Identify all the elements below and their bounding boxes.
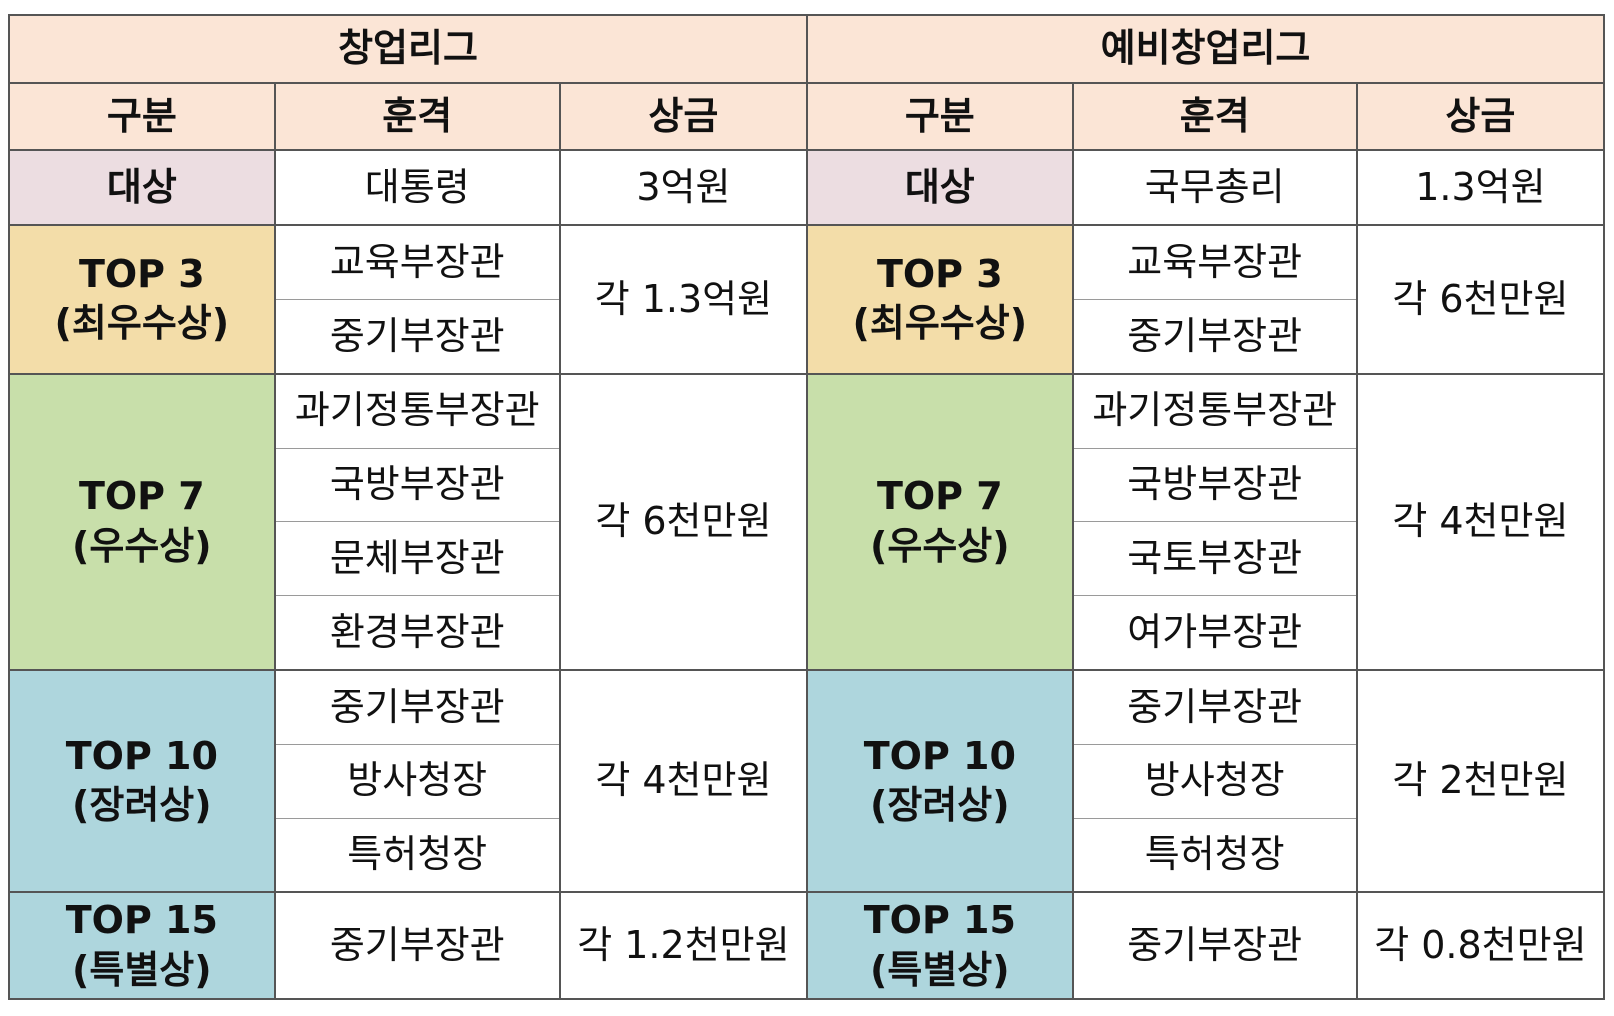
category-grand: 대상: [805, 149, 1074, 227]
col-header-category: 구분: [805, 81, 1074, 152]
prize-cell: 3억원: [558, 149, 808, 227]
category-top3: TOP 3 (최우수상): [805, 224, 1074, 375]
column-header-row: 구분 훈격 상금 구분 훈격 상금: [8, 81, 1606, 152]
prize-cell: 각 2천만원: [1355, 668, 1606, 894]
prize-cell: 각 6천만원: [1355, 224, 1606, 375]
prize-cell: 각 6천만원: [558, 372, 808, 671]
category-top7: TOP 7 (우수상): [805, 372, 1074, 671]
prize-cell: 각 1.3억원: [558, 224, 808, 375]
table-row-top10: 특허청장 특허청장: [9, 817, 1604, 894]
category-top10: TOP 10 (장려상): [805, 668, 1074, 894]
honor-cell: 교육부장관: [1071, 224, 1358, 300]
category-top15: TOP 15 (특별상): [805, 891, 1074, 1000]
honor-cell: 중기부장관: [273, 891, 561, 1000]
honor-cell: 특허청장: [1071, 817, 1358, 894]
category-top10: TOP 10 (장려상): [8, 668, 276, 894]
honor-cell: 방사청장: [273, 743, 561, 819]
col-header-honor: 훈격: [273, 81, 561, 152]
category-top3: TOP 3 (최우수상): [8, 224, 276, 375]
table-row-top10: TOP 10 (장려상) 중기부장관 각 4천만원 TOP 10 (장려상) 중…: [8, 668, 1606, 894]
honor-cell: 중기부장관: [1071, 298, 1358, 375]
col-header-category: 구분: [8, 81, 276, 152]
table-row-top3: TOP 3 (최우수상) 교육부장관 각 1.3억원 TOP 3 (최우수상) …: [8, 224, 1606, 375]
prize-cell: 각 0.8천만원: [1355, 891, 1606, 1000]
honor-cell: 국방부장관: [273, 447, 561, 523]
honor-cell: 중기부장관: [273, 668, 561, 745]
table-row-top7: 환경부장관 여가부장관: [9, 595, 1604, 671]
honor-cell: 중기부장관: [273, 298, 561, 375]
table-row-grand: 대상 대통령 3억원 대상 국무총리 1.3억원: [8, 149, 1606, 227]
honor-cell: 국토부장관: [1071, 521, 1358, 597]
col-header-prize: 상금: [1355, 81, 1606, 152]
honor-cell: 중기부장관: [1071, 891, 1358, 1000]
category-grand: 대상: [8, 149, 276, 227]
league-title-row: 창업리그 예비창업리그: [8, 14, 1606, 84]
honor-cell: 특허청장: [273, 817, 561, 894]
honor-cell: 대통령: [273, 149, 561, 227]
category-top7: TOP 7 (우수상): [8, 372, 276, 671]
honor-cell: 과기정통부장관: [273, 372, 561, 449]
prize-cell: 각 4천만원: [558, 668, 808, 894]
table-row-top10: 방사청장 방사청장: [9, 743, 1604, 819]
table-row-top7: 문체부장관 국토부장관: [9, 521, 1604, 597]
table-row-top15: TOP 15 (특별상) 중기부장관 각 1.2천만원 TOP 15 (특별상)…: [8, 891, 1606, 1000]
honor-cell: 여가부장관: [1071, 595, 1358, 671]
honor-cell: 중기부장관: [1071, 668, 1358, 745]
prize-cell: 각 4천만원: [1355, 372, 1606, 671]
table-row-top3: 중기부장관 중기부장관: [9, 298, 1604, 375]
honor-cell: 국방부장관: [1071, 447, 1358, 523]
honor-cell: 교육부장관: [273, 224, 561, 300]
prize-cell: 1.3억원: [1355, 149, 1606, 227]
honor-cell: 환경부장관: [273, 595, 561, 671]
category-top15: TOP 15 (특별상): [8, 891, 276, 1000]
honor-cell: 과기정통부장관: [1071, 372, 1358, 449]
prize-cell: 각 1.2천만원: [558, 891, 808, 1000]
col-header-prize: 상금: [558, 81, 808, 152]
honor-cell: 국무총리: [1071, 149, 1358, 227]
league-title-prestartup: 예비창업리그: [805, 14, 1606, 84]
honor-cell: 문체부장관: [273, 521, 561, 597]
table-row-top7: TOP 7 (우수상) 과기정통부장관 각 6천만원 TOP 7 (우수상) 과…: [8, 372, 1606, 671]
award-table: 창업리그 예비창업리그 구분 훈격 상금 구분 훈격 상금 대상 대통령 3억원…: [8, 14, 1606, 1000]
league-title-startup: 창업리그: [8, 14, 808, 84]
col-header-honor: 훈격: [1071, 81, 1358, 152]
honor-cell: 방사청장: [1071, 743, 1358, 819]
